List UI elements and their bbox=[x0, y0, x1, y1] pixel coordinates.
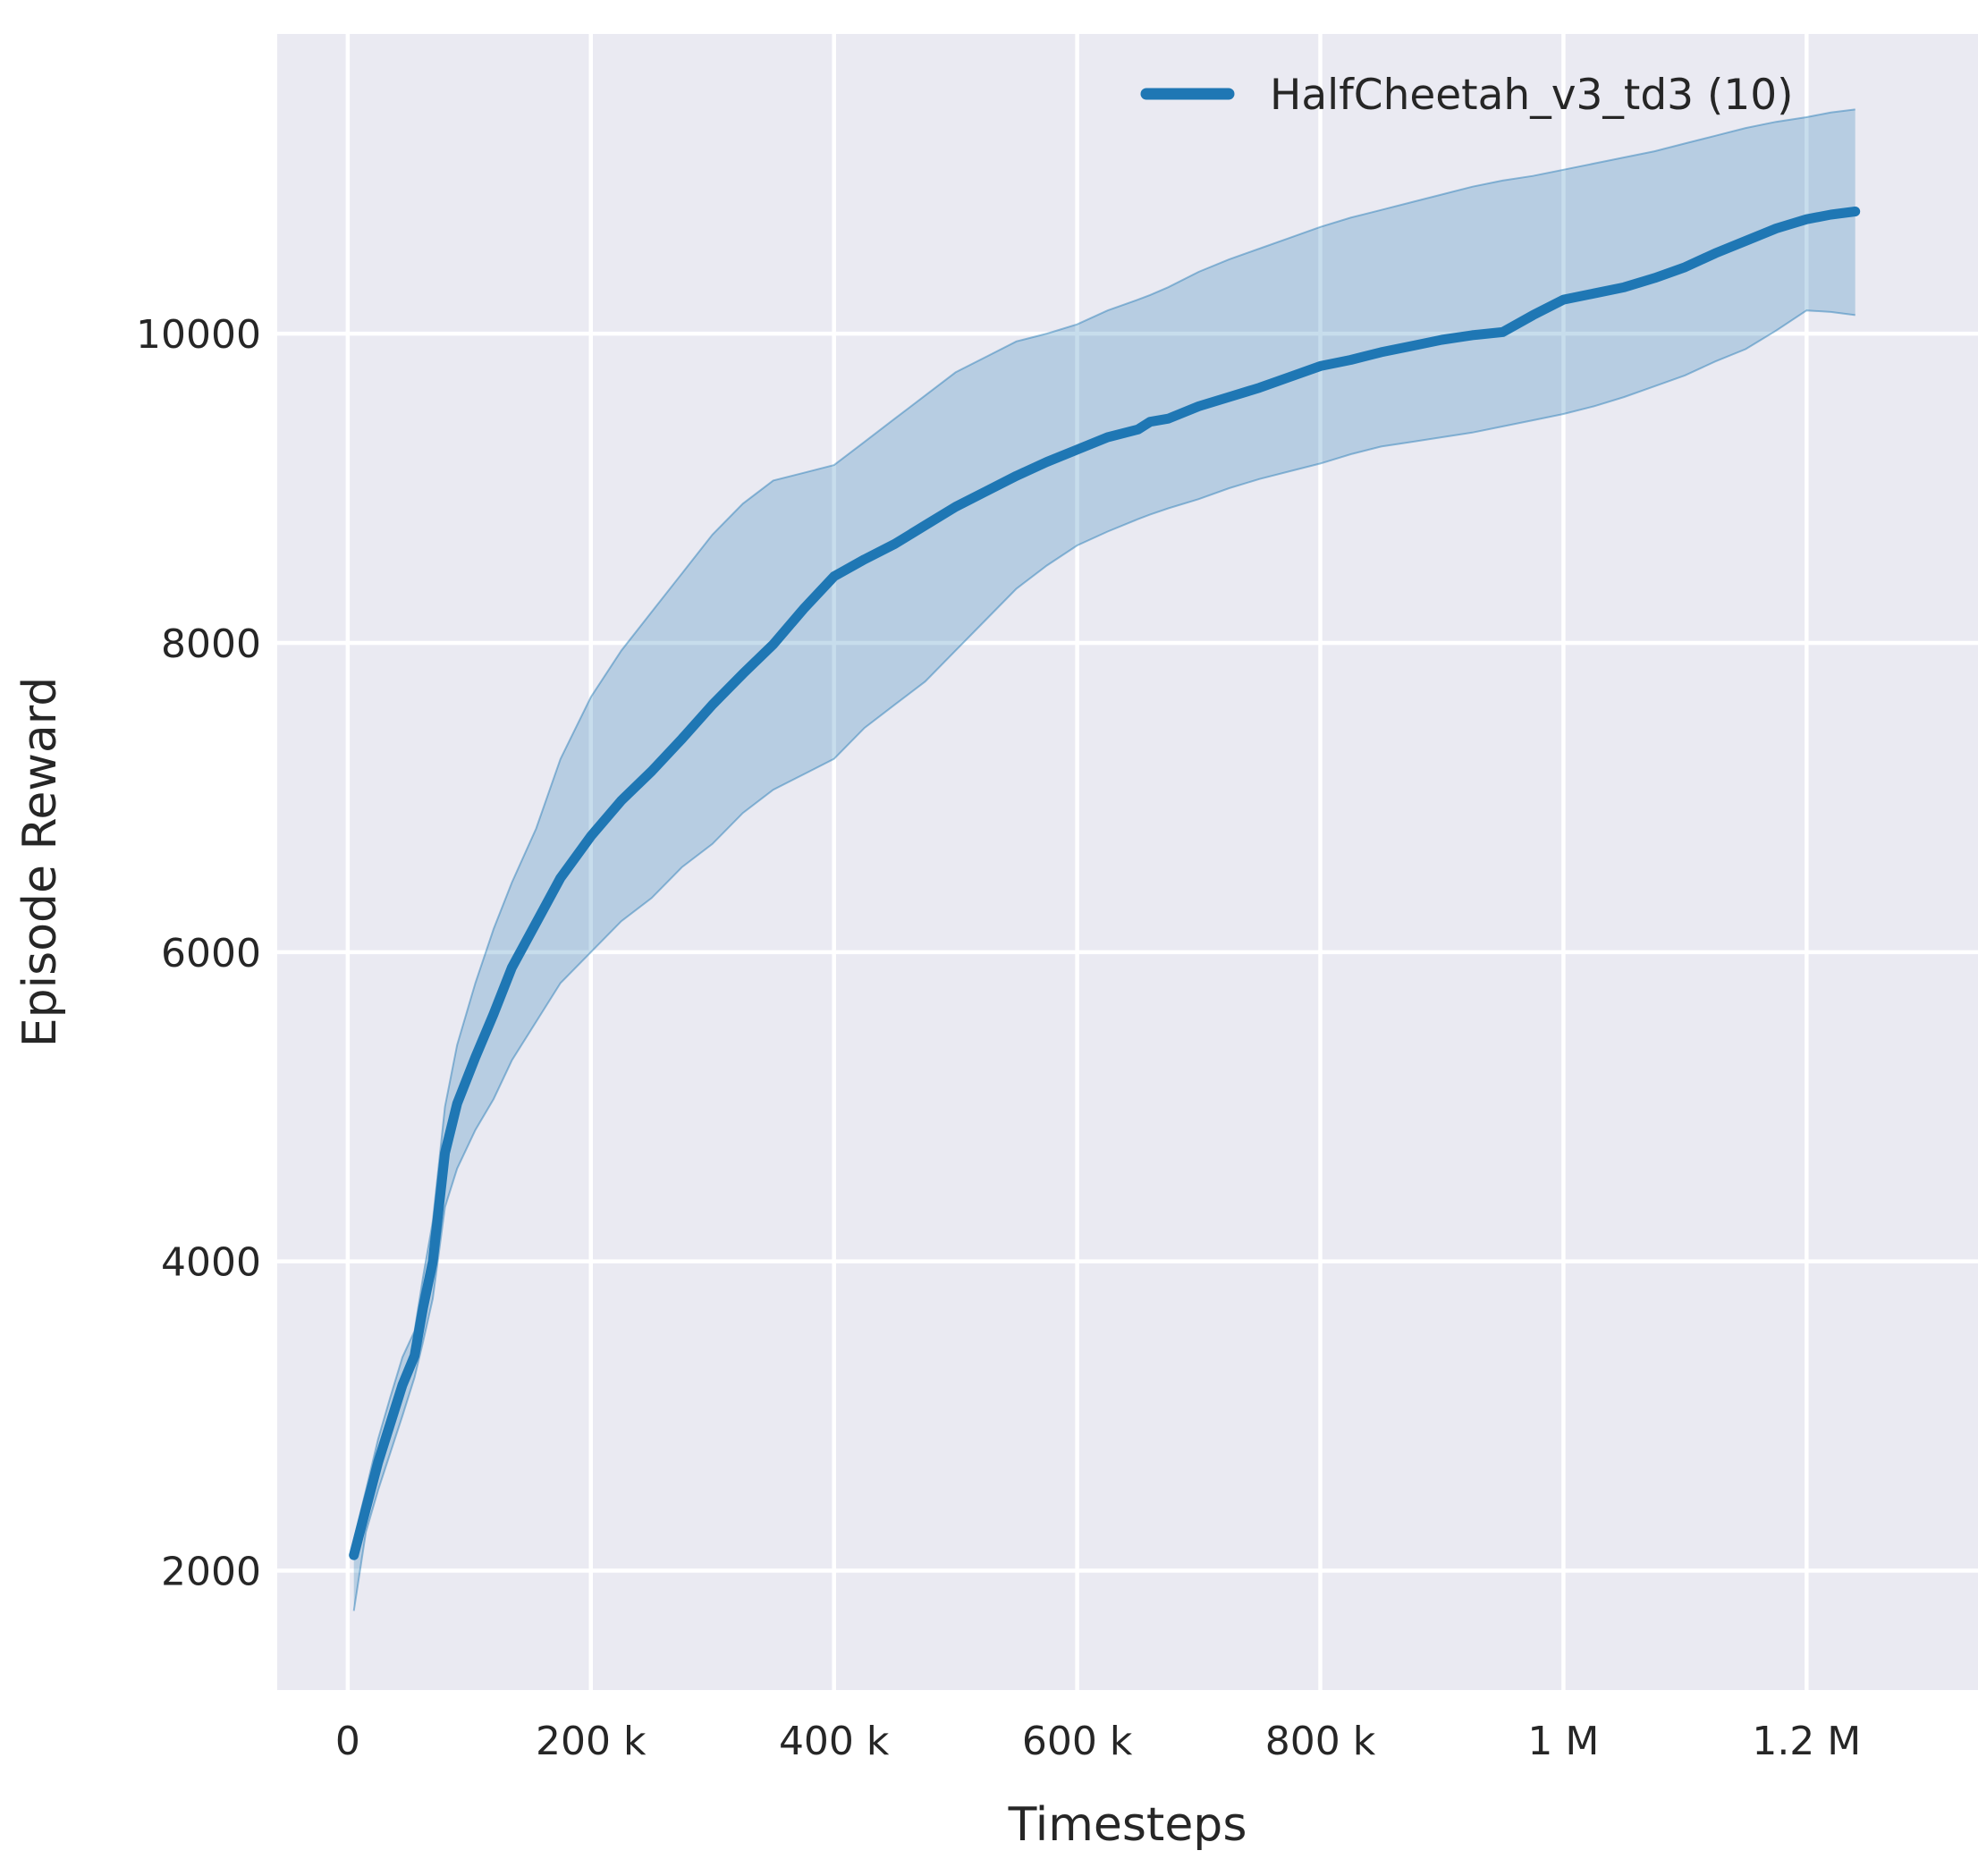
horizontal-gridlines bbox=[277, 331, 1978, 1573]
x-axis-tick-labels: 0 200 k 400 k 600 k 800 k 1 M 1.2 M bbox=[335, 1719, 1861, 1764]
y-tick-label: 2000 bbox=[161, 1550, 261, 1595]
x-tick-label: 0 bbox=[335, 1719, 360, 1764]
y-axis-title: Episode Reward bbox=[13, 677, 67, 1047]
x-tick-label: 800 k bbox=[1265, 1719, 1376, 1764]
vertical-gridlines bbox=[345, 34, 1809, 1690]
legend: HalfCheetah_v3_td3 (10) bbox=[1140, 71, 1794, 120]
legend-series-label: HalfCheetah_v3_td3 (10) bbox=[1270, 71, 1794, 120]
mean-reward-line bbox=[349, 207, 1861, 1560]
y-axis-tick-labels: 2000 4000 6000 8000 10000 bbox=[136, 312, 261, 1594]
plot-background bbox=[277, 34, 1978, 1690]
mean-line bbox=[349, 207, 1861, 1560]
y-tick-label: 4000 bbox=[161, 1240, 261, 1286]
band-edge bbox=[352, 108, 1855, 1541]
x-tick-label: 1 M bbox=[1527, 1719, 1599, 1764]
y-tick-label: 8000 bbox=[161, 621, 261, 667]
x-tick-label: 1.2 M bbox=[1752, 1719, 1861, 1764]
y-tick-label: 10000 bbox=[136, 312, 261, 358]
x-tick-label: 200 k bbox=[536, 1719, 647, 1764]
x-tick-label: 600 k bbox=[1022, 1719, 1133, 1764]
y-tick-label: 6000 bbox=[161, 931, 261, 976]
x-axis-title: Timesteps bbox=[1008, 1798, 1247, 1852]
x-tick-label: 400 k bbox=[779, 1719, 890, 1764]
band-edge bbox=[352, 309, 1855, 1611]
